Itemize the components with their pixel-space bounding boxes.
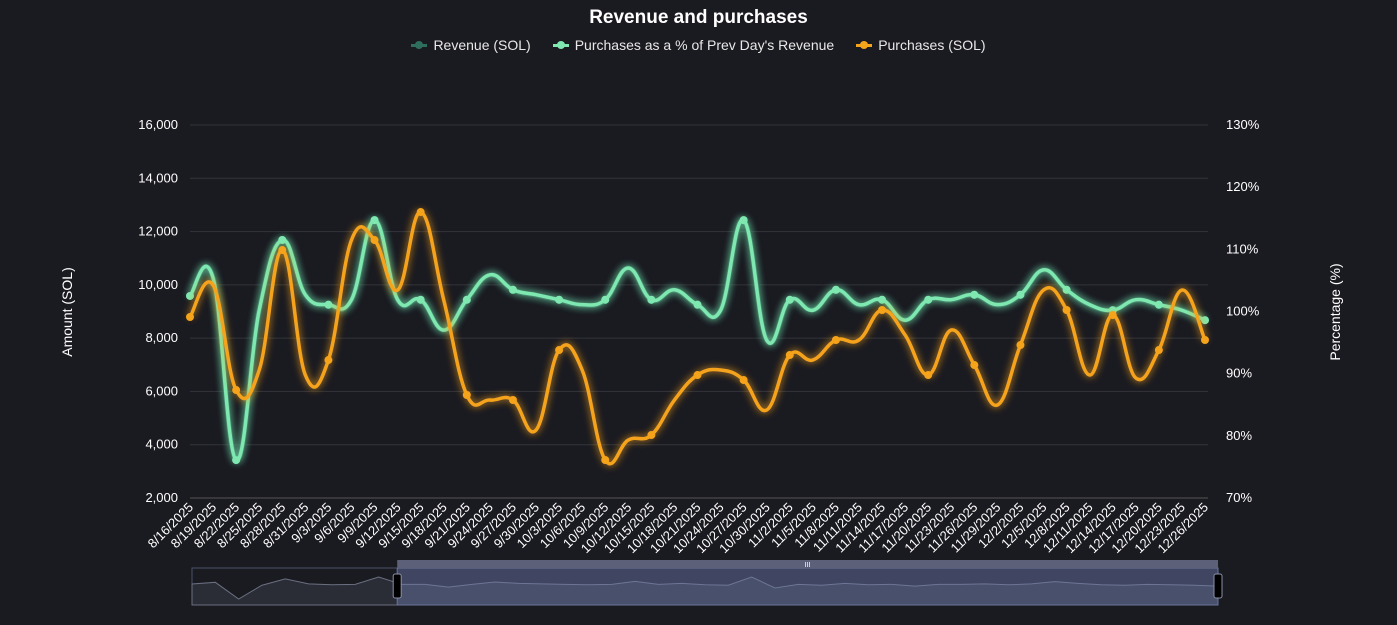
series-0 bbox=[186, 216, 1209, 465]
data-zoom-start-handle[interactable] bbox=[392, 573, 402, 599]
legend-label: Revenue (SOL) bbox=[433, 37, 531, 53]
data-point bbox=[601, 456, 610, 465]
data-point bbox=[739, 376, 748, 385]
data-point bbox=[1062, 285, 1071, 294]
y-right-tick-label: 110% bbox=[1226, 241, 1259, 256]
y-left-tick-label: 12,000 bbox=[138, 224, 178, 239]
y-left-tick-label: 10,000 bbox=[138, 277, 178, 292]
legend: Revenue (SOL) Purchases as a % of Prev D… bbox=[0, 36, 1397, 54]
data-point bbox=[278, 236, 287, 245]
legend-item-purchase-percent[interactable]: Purchases as a % of Prev Day's Revenue bbox=[552, 36, 835, 54]
data-point bbox=[278, 246, 287, 255]
data-point bbox=[1201, 316, 1209, 325]
data-point bbox=[647, 431, 656, 440]
data-zoom-move-handle[interactable] bbox=[397, 560, 1218, 568]
y-right-tick-label: 90% bbox=[1226, 366, 1252, 381]
data-point bbox=[1154, 346, 1163, 355]
data-point bbox=[878, 306, 887, 315]
data-point bbox=[785, 295, 794, 304]
data-point bbox=[1016, 290, 1025, 299]
series-2 bbox=[186, 208, 1209, 466]
y-right-tick-label: 130% bbox=[1226, 117, 1260, 132]
y-left-tick-label: 6,000 bbox=[145, 383, 178, 398]
y-left-tick-label: 2,000 bbox=[145, 490, 178, 505]
data-point bbox=[785, 351, 794, 360]
data-point bbox=[186, 313, 194, 322]
data-point bbox=[1201, 336, 1209, 345]
data-point bbox=[1016, 341, 1025, 350]
data-point bbox=[693, 300, 702, 309]
legend-label: Purchases as a % of Prev Day's Revenue bbox=[574, 37, 835, 53]
legend-item-revenue[interactable]: Revenue (SOL) bbox=[411, 36, 531, 54]
data-point bbox=[324, 300, 333, 309]
data-zoom-end-handle[interactable] bbox=[1213, 573, 1223, 599]
data-point bbox=[831, 285, 840, 294]
y-right-axis-title: Percentage (%) bbox=[1327, 263, 1343, 360]
data-point bbox=[924, 295, 933, 304]
y-left-tick-label: 16,000 bbox=[138, 117, 178, 132]
data-point bbox=[878, 295, 887, 304]
data-point bbox=[1062, 306, 1071, 315]
data-point bbox=[555, 346, 564, 355]
data-point bbox=[416, 295, 425, 304]
purchases-swatch-icon bbox=[856, 40, 873, 49]
y-left-tick-label: 14,000 bbox=[138, 170, 178, 185]
data-point bbox=[508, 396, 517, 405]
data-point bbox=[924, 371, 933, 380]
data-point bbox=[324, 356, 333, 365]
legend-item-purchases[interactable]: Purchases (SOL) bbox=[856, 36, 986, 54]
y-left-tick-label: 4,000 bbox=[145, 437, 178, 452]
data-point bbox=[555, 295, 564, 304]
data-point bbox=[186, 291, 194, 300]
data-point bbox=[370, 216, 379, 225]
data-point bbox=[1108, 311, 1117, 320]
y-right-tick-label: 70% bbox=[1226, 490, 1252, 505]
data-zoom-preview bbox=[191, 576, 1219, 606]
series-line bbox=[188, 210, 1207, 466]
data-point bbox=[416, 208, 425, 217]
y-right-tick-label: 120% bbox=[1226, 179, 1260, 194]
legend-label: Purchases (SOL) bbox=[878, 37, 986, 53]
data-point bbox=[232, 386, 241, 395]
data-point bbox=[739, 216, 748, 225]
data-point bbox=[647, 295, 656, 304]
data-point bbox=[232, 456, 241, 465]
data-point bbox=[970, 361, 979, 370]
data-zoom-selection[interactable] bbox=[396, 567, 1219, 606]
series-line bbox=[188, 218, 1206, 462]
series-line bbox=[187, 217, 1207, 463]
y-right-tick-label: 100% bbox=[1226, 304, 1260, 319]
data-point bbox=[693, 371, 702, 380]
data-point bbox=[370, 236, 379, 245]
data-point bbox=[601, 295, 610, 304]
data-point bbox=[462, 390, 471, 399]
y-left-axis-title: Amount (SOL) bbox=[59, 267, 75, 356]
data-point bbox=[1154, 300, 1163, 309]
data-point bbox=[462, 295, 471, 304]
y-right-tick-label: 80% bbox=[1226, 428, 1252, 443]
data-point bbox=[508, 285, 517, 294]
move-handle-grip-icon: III bbox=[805, 562, 811, 569]
revenue-swatch-icon bbox=[411, 40, 428, 49]
data-point bbox=[831, 336, 840, 345]
series-1 bbox=[186, 216, 1209, 465]
data-point bbox=[970, 290, 979, 299]
y-left-tick-label: 8,000 bbox=[145, 330, 178, 345]
percent-swatch-icon bbox=[552, 40, 569, 49]
